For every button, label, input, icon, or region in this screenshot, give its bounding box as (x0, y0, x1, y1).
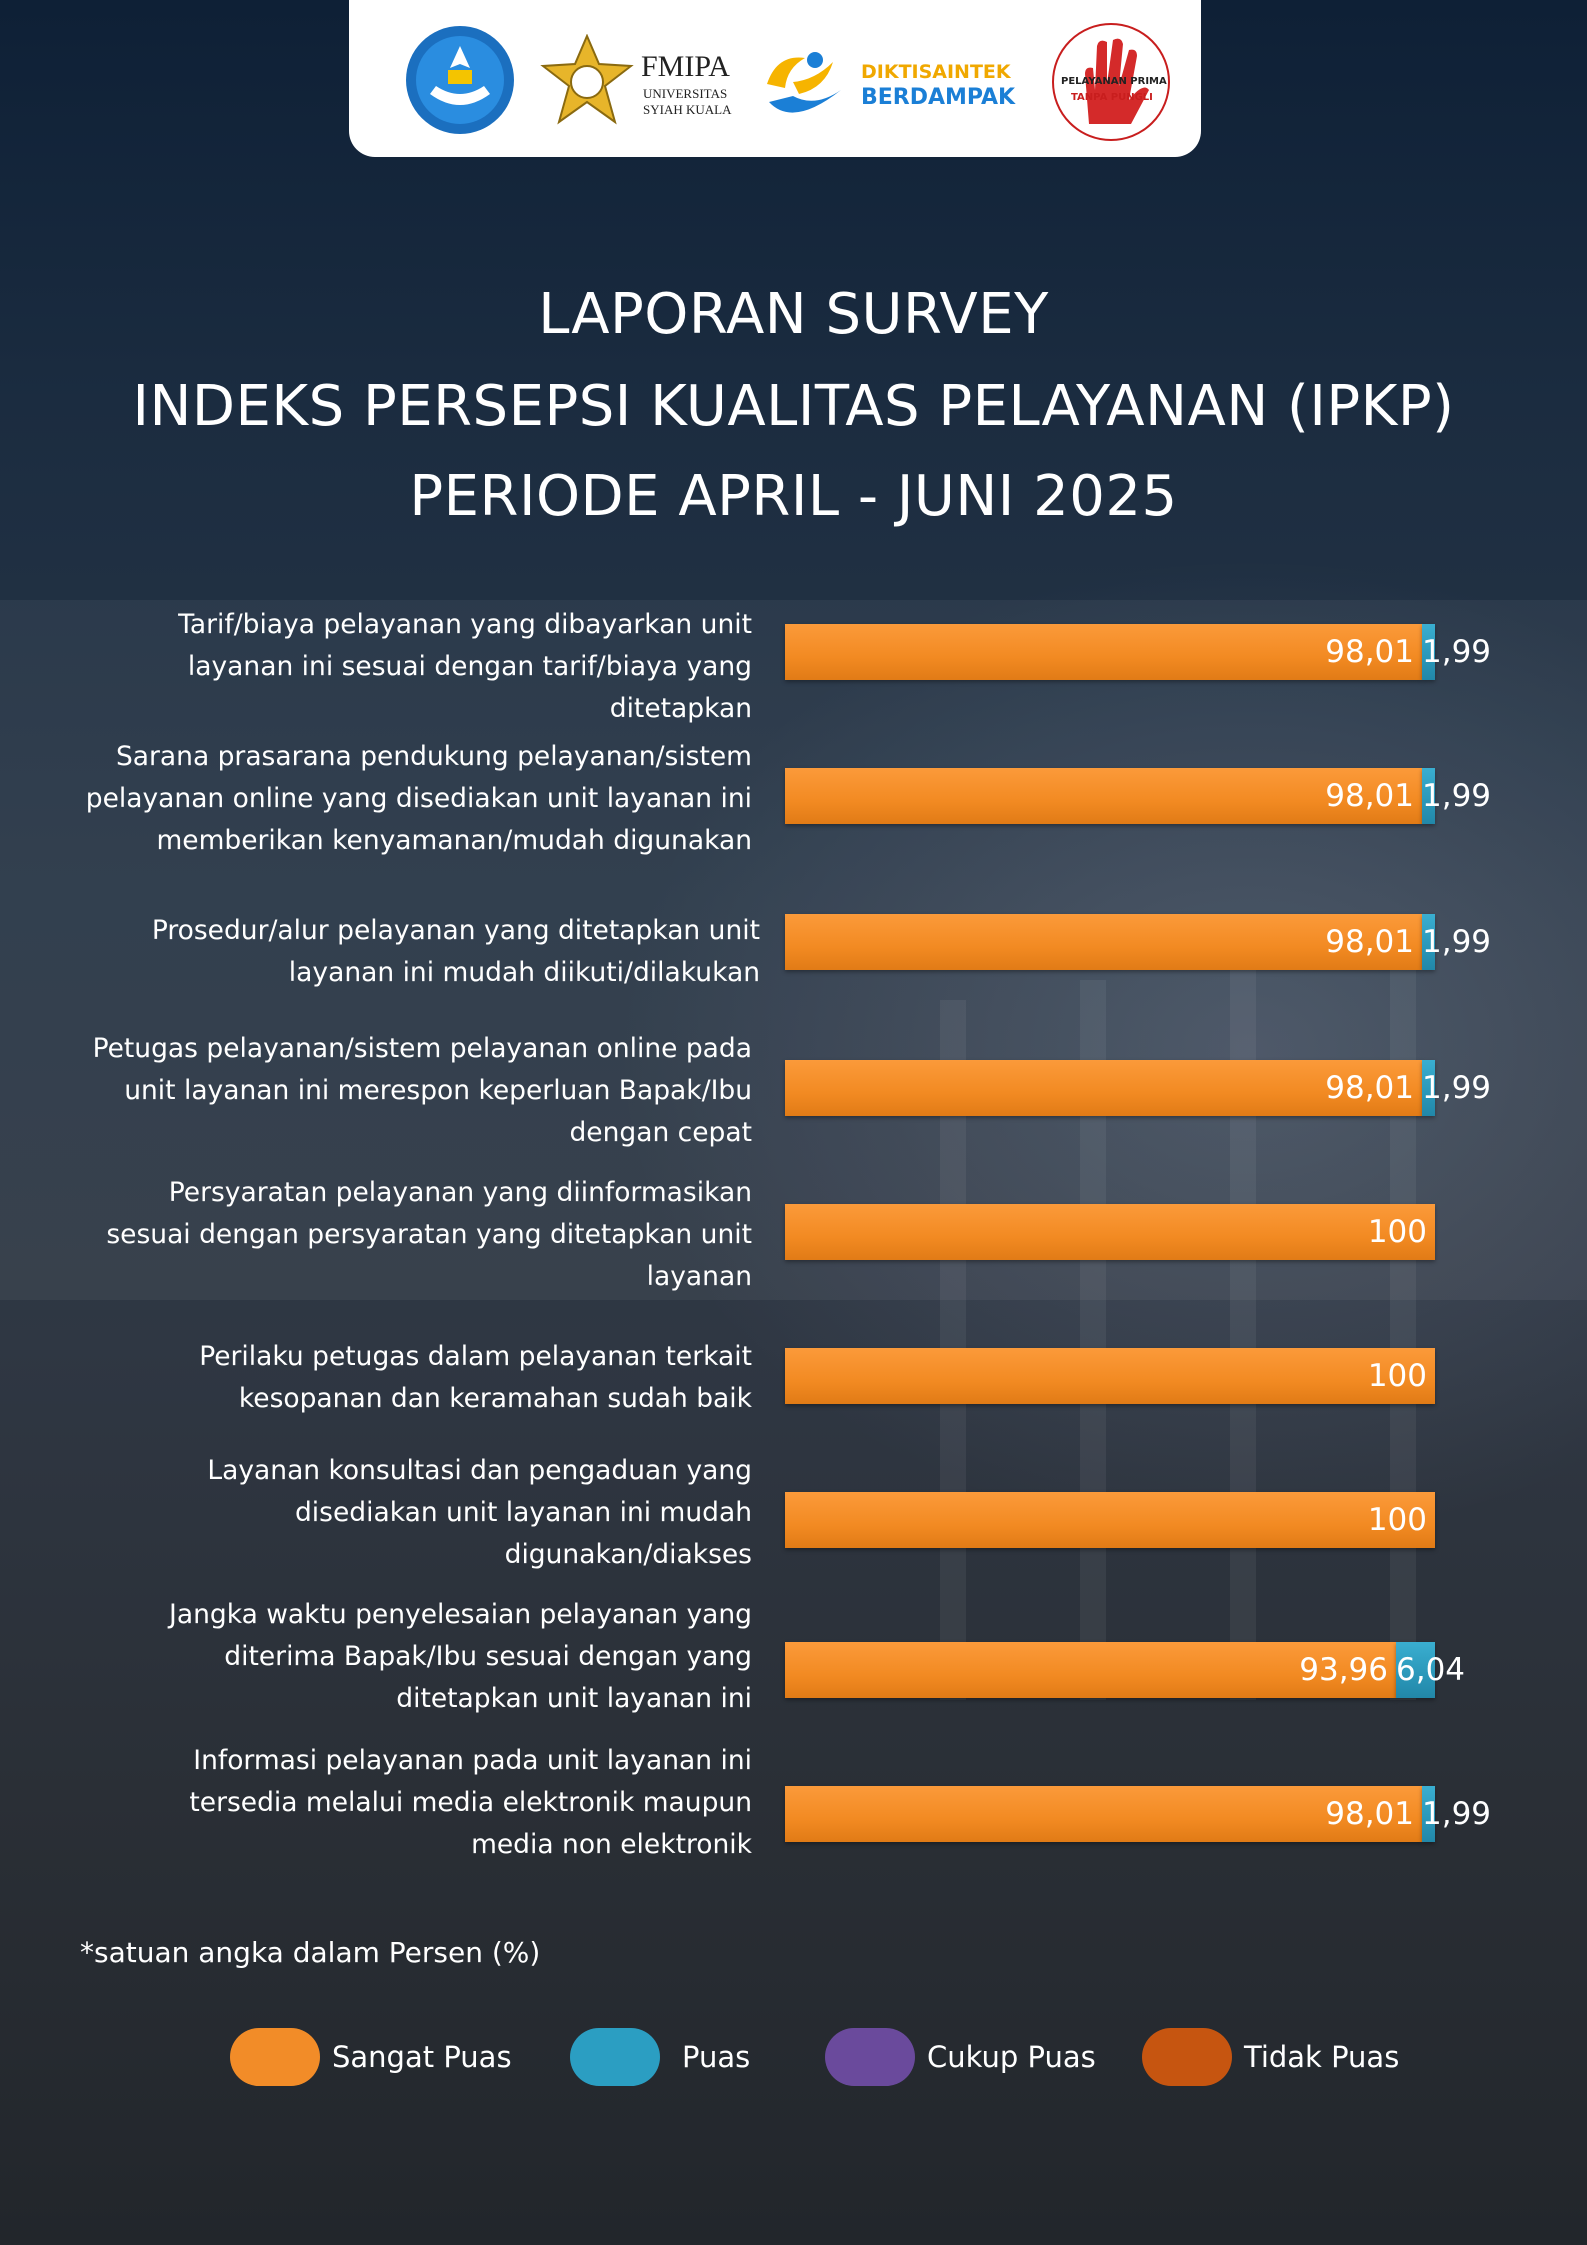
bar-sangat-puas: 98,01 (785, 914, 1422, 970)
bar-row: 100 (785, 1204, 1435, 1260)
bar-puas: 6,04 (1396, 1642, 1465, 1698)
question-label: Tarif/biaya pelayanan yang dibayarkan un… (32, 604, 752, 730)
data-label: 1,99 (1422, 924, 1492, 960)
title-line-3: PERIODE APRIL - JUNI 2025 (409, 464, 1178, 529)
logo-bar: FMIPA UNIVERSITAS SYIAH KUALA DIKTISAINT… (349, 0, 1201, 157)
berdampak-text: BERDAMPAK (861, 85, 1016, 110)
question-label-line: Informasi pelayanan pada unit layanan in… (193, 1745, 752, 1776)
title-line-2: INDEKS PERSEPSI KUALITAS PELAYANAN (IPKP… (132, 374, 1455, 439)
diktisaintek-emblem (767, 52, 841, 113)
question-label-line: kesopanan dan keramahan sudah baik (238, 1383, 752, 1414)
data-label: 1,99 (1422, 778, 1492, 814)
question-label-line: diterima Bapak/Ibu sesuai dengan yang (224, 1641, 752, 1672)
question-label: Informasi pelayanan pada unit layanan in… (32, 1740, 752, 1866)
question-label: Sarana prasarana pendukung pelayanan/sis… (32, 736, 752, 862)
bar-sangat-puas: 100 (785, 1492, 1435, 1548)
question-label-line: memberikan kenyamanan/mudah digunakan (156, 825, 752, 856)
question-label-line: Perilaku petugas dalam pelayanan terkait (199, 1341, 752, 1372)
fmipa-text: FMIPA (641, 50, 730, 83)
bar-row: 93,96 6,04 (785, 1642, 1465, 1698)
bar-puas: 1,99 (1422, 1786, 1491, 1842)
bar-puas: 1,99 (1422, 768, 1491, 824)
bar-sangat-puas: 93,96 (785, 1642, 1396, 1698)
legend-label-puas: Puas (682, 2040, 751, 2074)
question-label-line: Prosedur/alur pelayanan yang ditetapkan … (151, 915, 760, 946)
diktisaintek-text: DIKTISAINTEK (861, 61, 1011, 83)
bar-sangat-puas: 98,01 (785, 624, 1422, 680)
bar-sangat-puas: 98,01 (785, 1786, 1422, 1842)
question-label: Jangka waktu penyelesaian pelayanan yang… (32, 1594, 752, 1720)
question-label: Persyaratan pelayanan yang diinformasika… (32, 1172, 752, 1298)
legend-swatch-cukup-puas (825, 2028, 915, 2086)
legend-label-cukup-puas: Cukup Puas (927, 2040, 1096, 2074)
bar-puas: 1,99 (1422, 624, 1491, 680)
data-label: 100 (1367, 1214, 1427, 1250)
data-label: 98,01 (1325, 1070, 1414, 1106)
question-label-line: layanan (646, 1261, 752, 1292)
legend-label-tidak-puas: Tidak Puas (1244, 2040, 1400, 2074)
unit-note: *satuan angka dalam Persen (%) (80, 1936, 541, 1969)
question-label-line: layanan ini sesuai dengan tarif/biaya ya… (187, 651, 752, 682)
title-line-1: LAPORAN SURVEY (538, 282, 1049, 347)
question-label-line: pelayanan online yang disediakan unit la… (85, 783, 752, 814)
legend-swatch-puas (570, 2028, 660, 2086)
bar-row: 98,01 1,99 (785, 624, 1491, 680)
data-label: 1,99 (1422, 1796, 1492, 1832)
data-label: 1,99 (1422, 1070, 1492, 1106)
question-label-line: Petugas pelayanan/sistem pelayanan onlin… (92, 1033, 752, 1064)
question-label-line: Persyaratan pelayanan yang diinformasika… (168, 1177, 752, 1208)
question-label-line: Jangka waktu penyelesaian pelayanan yang (169, 1599, 752, 1630)
legend-label-sangat-puas: Sangat Puas (332, 2040, 512, 2074)
question-label: Petugas pelayanan/sistem pelayanan onlin… (32, 1028, 752, 1154)
question-label-line: sesuai dengan persyaratan yang ditetapka… (106, 1219, 752, 1250)
data-label: 100 (1367, 1502, 1427, 1538)
bar-row: 100 (785, 1492, 1435, 1548)
bar-puas: 1,99 (1422, 914, 1491, 970)
question-label: Layanan konsultasi dan pengaduan yang dis… (32, 1450, 752, 1576)
data-label: 98,01 (1325, 1796, 1414, 1832)
data-label: 98,01 (1325, 924, 1414, 960)
legend-swatch-tidak-puas (1142, 2028, 1232, 2086)
question-label-line: tersedia melalui media elektronik maupun (189, 1787, 752, 1818)
fmipa-usk-logo (540, 34, 634, 125)
question-label-line: unit layanan ini merespon keperluan Bapa… (124, 1075, 752, 1106)
bar-sangat-puas: 100 (785, 1204, 1435, 1260)
bar-puas: 1,99 (1422, 1060, 1491, 1116)
legend-swatch-sangat-puas (230, 2028, 320, 2086)
question-label: Perilaku petugas dalam pelayanan terkait… (32, 1336, 752, 1420)
question-label-line: Sarana prasarana pendukung pelayanan/sis… (115, 741, 752, 772)
bar-row: 98,01 1,99 (785, 1786, 1491, 1842)
question-label-line: media non elektronik (471, 1829, 752, 1860)
tanpa-pungli-text: TANPA PUNGLI (1071, 92, 1153, 103)
bar-row: 98,01 1,99 (785, 914, 1491, 970)
pelayanan-prima-text: PELAYANAN PRIMA (1061, 76, 1167, 87)
background-column (1390, 940, 1416, 1700)
data-label: 6,04 (1396, 1652, 1466, 1688)
question-label-line: ditetapkan unit layanan ini (396, 1683, 752, 1714)
syiah-kuala-text: SYIAH KUALA (643, 102, 732, 117)
bar-sangat-puas: 98,01 (785, 768, 1422, 824)
question-label-line: digunakan/diakses (504, 1539, 752, 1570)
universitas-text: UNIVERSITAS (643, 86, 728, 101)
data-label: 98,01 (1325, 778, 1414, 814)
tut-wuri-handayani-logo (406, 26, 514, 134)
data-label: 93,96 (1299, 1652, 1388, 1688)
bar-row: 100 (785, 1348, 1435, 1404)
bar-sangat-puas: 98,01 (785, 1060, 1422, 1116)
question-label-line: Tarif/biaya pelayanan yang dibayarkan un… (178, 609, 752, 640)
question-label-line: layanan ini mudah diikuti/dilakukan (288, 957, 760, 988)
pelayanan-prima-emblem (1052, 23, 1170, 141)
data-label: 1,99 (1422, 634, 1492, 670)
question-label-line: Layanan konsultasi dan pengaduan yang (207, 1455, 752, 1486)
question-label-line: dengan cepat (569, 1117, 752, 1148)
bar-row: 98,01 1,99 (785, 768, 1491, 824)
data-label: 98,01 (1325, 634, 1414, 670)
question-label-line: disediakan unit layanan ini mudah (294, 1497, 752, 1528)
data-label: 100 (1367, 1358, 1427, 1394)
question-label-line: ditetapkan (609, 693, 752, 724)
bar-sangat-puas: 100 (785, 1348, 1435, 1404)
question-label: Prosedur/alur pelayanan yang ditetapkan … (40, 910, 760, 994)
bar-row: 98,01 1,99 (785, 1060, 1491, 1116)
